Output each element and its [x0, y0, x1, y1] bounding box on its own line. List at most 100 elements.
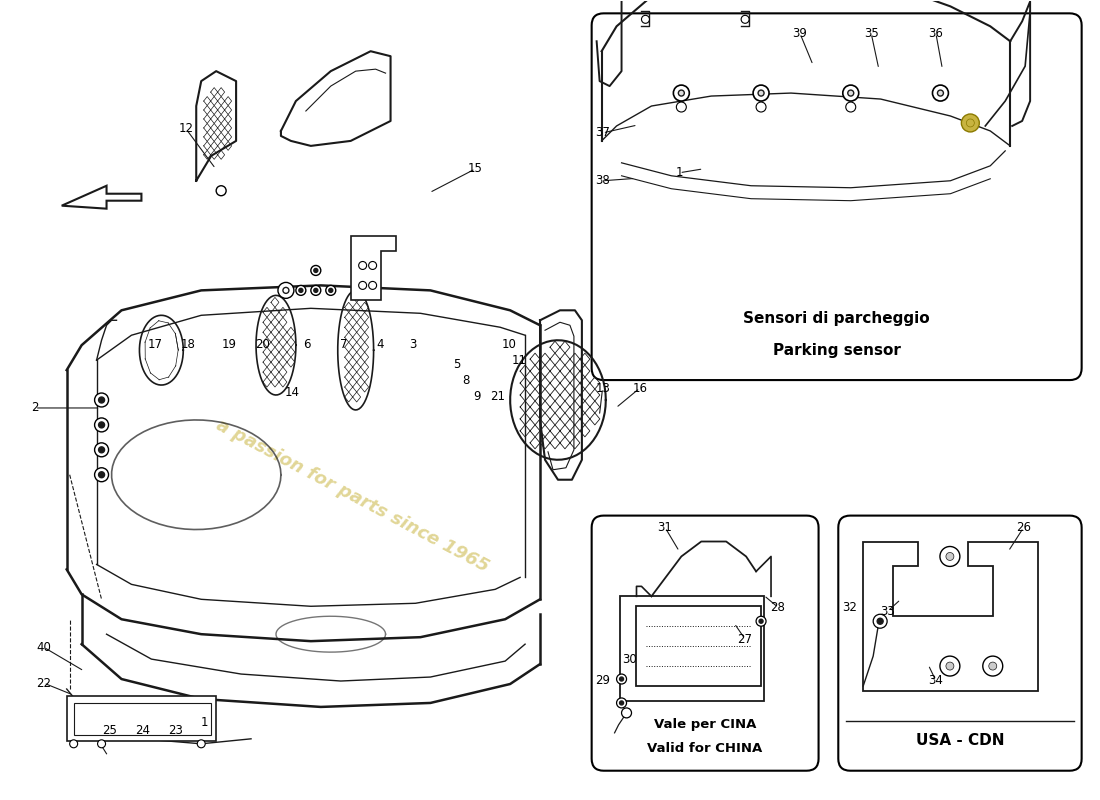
Circle shape [939, 546, 960, 566]
Circle shape [329, 288, 333, 292]
Circle shape [946, 662, 954, 670]
Text: 12: 12 [178, 122, 194, 135]
Bar [74, 703, 211, 735]
Circle shape [99, 472, 104, 478]
Text: 21: 21 [490, 390, 505, 402]
Text: 3: 3 [409, 338, 417, 350]
Circle shape [296, 286, 306, 295]
Circle shape [873, 614, 887, 628]
Text: 31: 31 [658, 521, 672, 534]
Circle shape [989, 662, 997, 670]
Text: 40: 40 [36, 641, 51, 654]
Circle shape [359, 262, 366, 270]
Circle shape [759, 619, 763, 623]
Circle shape [299, 288, 303, 292]
Text: 20: 20 [255, 338, 271, 350]
Circle shape [283, 287, 289, 294]
Circle shape [673, 85, 690, 101]
Text: 19: 19 [221, 338, 236, 350]
Text: USA - CDN: USA - CDN [915, 734, 1004, 748]
Text: a passion for parts since 1965: a passion for parts since 1965 [213, 416, 492, 575]
Circle shape [982, 656, 1003, 676]
Circle shape [756, 616, 766, 626]
Circle shape [617, 698, 627, 708]
Text: Vale per CINA: Vale per CINA [653, 718, 757, 731]
Text: Sensori di parcheggio: Sensori di parcheggio [744, 310, 930, 326]
Circle shape [95, 393, 109, 407]
Text: 17: 17 [147, 338, 163, 350]
Circle shape [368, 262, 376, 270]
Text: 8: 8 [462, 374, 470, 386]
Text: 32: 32 [842, 601, 857, 614]
Text: 29: 29 [595, 674, 610, 687]
Text: 16: 16 [632, 382, 648, 394]
Circle shape [326, 286, 336, 295]
Circle shape [621, 708, 631, 718]
Polygon shape [62, 186, 142, 209]
Text: 23: 23 [167, 724, 183, 738]
Text: 4: 4 [376, 338, 384, 350]
Circle shape [197, 740, 206, 748]
Text: 11: 11 [512, 354, 527, 366]
Text: 39: 39 [792, 26, 807, 40]
FancyBboxPatch shape [838, 515, 1081, 770]
Circle shape [946, 553, 954, 561]
Circle shape [95, 443, 109, 457]
Circle shape [619, 677, 624, 681]
Circle shape [843, 85, 859, 101]
Text: 14: 14 [285, 386, 300, 398]
Circle shape [679, 90, 684, 96]
Text: 10: 10 [502, 338, 517, 350]
Circle shape [877, 618, 883, 624]
Circle shape [619, 701, 624, 705]
Circle shape [278, 282, 294, 298]
Text: 13: 13 [595, 382, 610, 394]
Text: 26: 26 [1016, 521, 1031, 534]
Text: Valid for CHINA: Valid for CHINA [648, 742, 762, 755]
Circle shape [758, 90, 764, 96]
Circle shape [617, 674, 627, 684]
Text: 5: 5 [453, 358, 461, 370]
Text: Parking sensor: Parking sensor [772, 342, 901, 358]
Circle shape [95, 468, 109, 482]
Text: 7: 7 [340, 338, 348, 350]
Circle shape [314, 288, 318, 292]
Circle shape [641, 15, 649, 23]
Circle shape [99, 397, 104, 403]
Text: 35: 35 [864, 26, 879, 40]
Circle shape [846, 102, 856, 112]
Text: 38: 38 [595, 174, 610, 187]
Text: 34: 34 [928, 674, 944, 687]
Circle shape [99, 422, 104, 428]
Circle shape [754, 85, 769, 101]
Polygon shape [351, 235, 396, 300]
Circle shape [937, 90, 944, 96]
Text: 27: 27 [738, 633, 752, 646]
Text: 24: 24 [134, 724, 150, 738]
Text: 15: 15 [468, 162, 483, 175]
Circle shape [848, 90, 854, 96]
Text: 6: 6 [302, 338, 310, 350]
Circle shape [95, 418, 109, 432]
Circle shape [311, 286, 321, 295]
Circle shape [676, 102, 686, 112]
Circle shape [217, 186, 227, 196]
Text: 18: 18 [180, 338, 196, 350]
FancyBboxPatch shape [592, 515, 818, 770]
Circle shape [368, 282, 376, 290]
Circle shape [311, 266, 321, 275]
Circle shape [314, 269, 318, 273]
Polygon shape [864, 542, 1037, 691]
Text: 36: 36 [928, 26, 944, 40]
Circle shape [939, 656, 960, 676]
Circle shape [99, 447, 104, 453]
Bar [637, 606, 761, 686]
Text: p
a
r
t
s: p a r t s [1052, 65, 1079, 279]
Circle shape [756, 102, 766, 112]
Text: 2: 2 [31, 402, 38, 414]
Bar [619, 596, 764, 701]
FancyBboxPatch shape [592, 14, 1081, 380]
Circle shape [961, 114, 979, 132]
Circle shape [741, 15, 749, 23]
Bar [67, 696, 217, 741]
